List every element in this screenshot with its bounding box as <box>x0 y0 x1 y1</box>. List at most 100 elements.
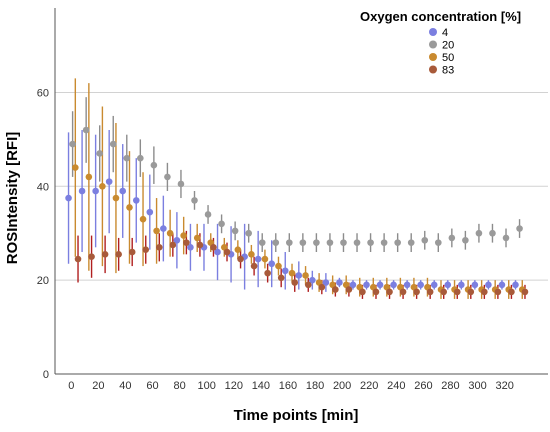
data-point-4 <box>146 208 154 216</box>
data-point-83 <box>88 253 95 260</box>
data-point-83 <box>453 288 461 296</box>
data-point-50 <box>302 272 309 279</box>
y-axis-title: ROSIntensity [RFI] <box>4 132 21 265</box>
x-tick-label: 80 <box>173 380 185 392</box>
data-point-4 <box>78 187 86 195</box>
data-point-4 <box>173 236 181 244</box>
data-point-83 <box>74 255 82 263</box>
data-point-20 <box>502 234 510 242</box>
data-point-83 <box>332 286 339 293</box>
data-point-4 <box>485 281 492 289</box>
data-point-4 <box>444 281 452 289</box>
data-point-4 <box>295 272 303 279</box>
data-point-20 <box>96 150 103 157</box>
data-point-20 <box>434 239 442 246</box>
data-point-4 <box>430 281 438 289</box>
x-tick-label: 300 <box>468 380 486 392</box>
data-point-20 <box>299 239 307 246</box>
data-point-20 <box>448 234 456 242</box>
x-tick-label: 140 <box>252 380 270 392</box>
legend-marker-20 <box>429 40 437 49</box>
x-tick-label: 0 <box>68 380 74 392</box>
data-point-20 <box>407 239 415 246</box>
data-point-50 <box>99 183 106 190</box>
data-point-83 <box>413 288 420 296</box>
data-point-83 <box>359 288 366 296</box>
data-point-83 <box>128 248 136 256</box>
legend-label-50: 50 <box>442 52 454 64</box>
data-point-83 <box>264 269 271 277</box>
data-point-50 <box>85 173 93 181</box>
y-tick-label: 0 <box>43 369 49 381</box>
data-point-83 <box>196 241 204 249</box>
data-point-20 <box>394 239 401 246</box>
data-point-83 <box>101 251 109 258</box>
x-tick-label: 200 <box>333 380 351 392</box>
data-point-20 <box>82 126 90 134</box>
x-tick-label: 220 <box>360 380 378 392</box>
data-point-20 <box>137 154 144 162</box>
tick-labels: 0 20 40 60 0 20 40 60 80 100 120 140 160 180 200 220 240… <box>37 87 514 392</box>
data-point-50 <box>72 164 79 171</box>
data-point-83 <box>250 262 258 270</box>
data-point-4 <box>336 279 343 286</box>
data-point-4 <box>322 279 330 286</box>
data-point-20 <box>150 161 158 169</box>
data-point-4 <box>65 194 72 202</box>
data-point-4 <box>254 255 262 263</box>
data-point-4 <box>92 187 99 195</box>
data-point-83 <box>155 244 163 251</box>
x-tick-label: 40 <box>119 380 131 392</box>
data-point-50 <box>139 215 147 223</box>
x-tick-label: 240 <box>387 380 405 392</box>
data-point-4 <box>363 281 370 289</box>
data-points <box>65 126 529 296</box>
data-point-4 <box>376 281 384 289</box>
y-tick-label: 60 <box>37 87 49 99</box>
data-point-83 <box>481 288 488 296</box>
data-point-4 <box>498 281 506 289</box>
data-point-20 <box>272 239 280 246</box>
data-point-20 <box>286 239 293 246</box>
data-point-20 <box>218 220 225 228</box>
legend-label-20: 20 <box>442 40 454 52</box>
data-point-83 <box>223 248 231 256</box>
data-point-50 <box>261 255 269 263</box>
legend-marker-4 <box>429 28 437 36</box>
data-point-83 <box>277 274 285 282</box>
data-point-20 <box>245 229 252 237</box>
data-point-83 <box>508 288 515 296</box>
data-point-50 <box>166 229 174 237</box>
data-point-83 <box>399 288 407 296</box>
data-point-83 <box>440 288 448 296</box>
x-tick-label: 180 <box>306 380 324 392</box>
data-point-20 <box>123 154 131 162</box>
data-point-50 <box>112 194 120 202</box>
data-point-4 <box>471 281 479 289</box>
data-point-50 <box>248 251 255 258</box>
data-point-4 <box>160 225 167 232</box>
x-tick-label: 320 <box>495 380 513 392</box>
data-point-83 <box>291 279 299 286</box>
data-point-4 <box>105 178 113 185</box>
data-point-83 <box>521 288 529 296</box>
data-point-50 <box>193 234 201 242</box>
data-point-20 <box>353 239 361 246</box>
data-point-20 <box>177 180 185 188</box>
data-point-83 <box>494 288 502 296</box>
data-point-20 <box>326 239 334 246</box>
data-point-20 <box>231 227 239 235</box>
data-point-83 <box>386 288 393 296</box>
y-tick-label: 20 <box>37 275 49 287</box>
data-point-4 <box>132 197 140 204</box>
data-point-83 <box>169 241 177 249</box>
data-point-4 <box>390 281 397 289</box>
legend-label-4: 4 <box>442 27 448 39</box>
data-point-20 <box>340 239 347 246</box>
x-tick-label: 60 <box>146 380 158 392</box>
error-bars <box>67 78 526 299</box>
data-point-4 <box>403 281 411 289</box>
data-point-83 <box>304 281 312 289</box>
data-point-20 <box>109 140 117 148</box>
data-point-83 <box>183 239 190 246</box>
